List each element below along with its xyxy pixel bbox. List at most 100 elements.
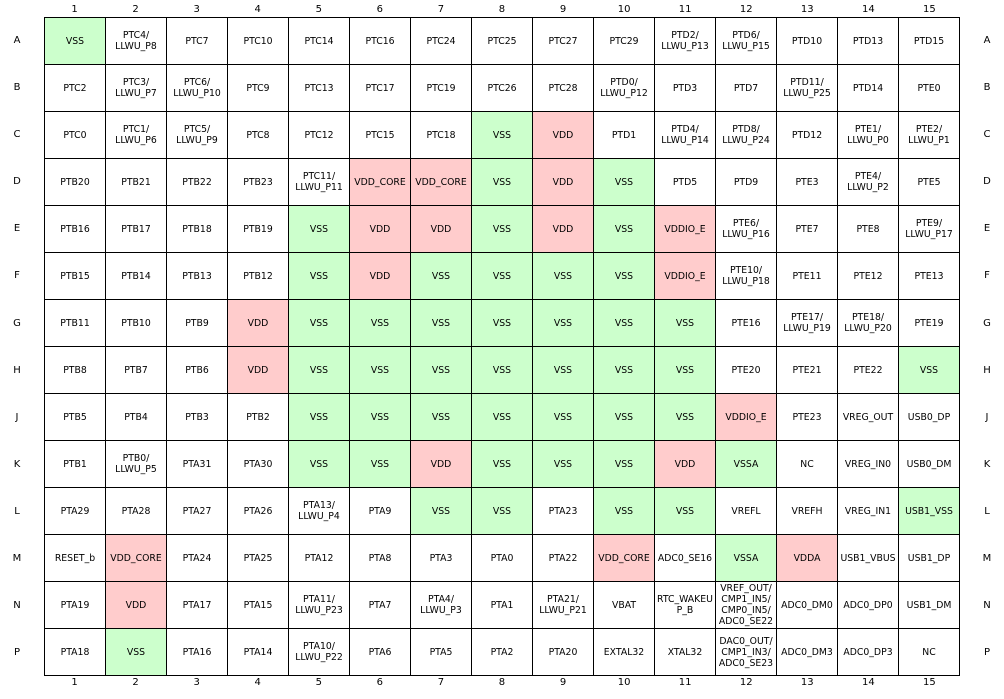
pin-cell: PTD7 [716,65,777,112]
pin-cell: PTC17 [350,65,411,112]
pin-cell: PTB1 [45,441,106,488]
pin-cell: VDD [228,347,289,394]
column-label: 15 [923,4,936,15]
pin-cell: VSS [411,488,472,535]
pin-cell: VDDIO_E [716,394,777,441]
pin-cell: VSS [472,488,533,535]
row-label: E [983,223,991,235]
pin-cell: PTE10/ LLWU_P18 [716,253,777,300]
pin-cell: VSS [533,441,594,488]
pin-cell: USB1_VSS [899,488,960,535]
pin-cell: PTE2/ LLWU_P1 [899,112,960,159]
row-label: L [984,505,990,517]
pin-cell: VSS [350,300,411,347]
pin-cell: PTA29 [45,488,106,535]
pin-cell: PTD8/ LLWU_P24 [716,112,777,159]
pin-cell: ADC0_DM3 [777,629,838,676]
pin-cell: VSS [594,300,655,347]
pin-cell: PTA20 [533,629,594,676]
row-label: K [983,458,991,470]
pin-cell: PTA21/ LLWU_P21 [533,582,594,629]
row-label: H [983,364,991,376]
pin-cell: PTB13 [167,253,228,300]
column-labels-top: 1 2 3 4 5 6 7 8 9 10 11 12 13 14 15 [44,3,960,17]
pin-cell: VSS [289,253,350,300]
pin-cell: PTD12 [777,112,838,159]
row-label: F [14,270,20,282]
column-label: 2 [132,4,139,15]
column-label: 15 [923,677,936,688]
pin-cell: VDD [533,159,594,206]
pin-cell: PTC9 [228,65,289,112]
pin-cell: PTA9 [350,488,411,535]
pin-cell: VREFL [716,488,777,535]
pin-cell: VSS [594,488,655,535]
column-label: 1 [71,4,78,15]
row-label: N [13,599,21,611]
pin-cell: PTC14 [289,18,350,65]
pin-cell: PTB19 [228,206,289,253]
pin-cell: PTC8 [228,112,289,159]
row-label: C [983,129,991,141]
pin-cell: PTC15 [350,112,411,159]
column-label: 4 [254,4,261,15]
pin-cell: PTD2/ LLWU_P13 [655,18,716,65]
pin-cell: VSS [472,394,533,441]
pin-cell: PTC25 [472,18,533,65]
pin-cell: PTA16 [167,629,228,676]
pin-cell: VDD_CORE [350,159,411,206]
pin-cell: PTA14 [228,629,289,676]
pin-cell: VSS [411,394,472,441]
pin-cell: PTC0 [45,112,106,159]
row-label: P [983,647,991,659]
pin-cell: VDDIO_E [655,206,716,253]
column-label: 11 [678,677,692,688]
column-label: 6 [376,4,384,15]
pin-cell: PTA22 [533,535,594,582]
pin-cell: VREF_OUT/ CMP1_IN5/ CMP0_IN5/ ADC0_SE22 [716,582,777,629]
pin-cell: PTA11/ LLWU_P23 [289,582,350,629]
pin-cell: VSS [655,347,716,394]
pin-cell: PTC11/ LLWU_P11 [289,159,350,206]
pin-cell: PTC7 [167,18,228,65]
pin-cell: VSS [655,394,716,441]
pin-cell: VSS [289,347,350,394]
pin-cell: VDD_CORE [106,535,167,582]
pin-cell: DAC0_OUT/ CMP1_IN3/ ADC0_SE23 [716,629,777,676]
pin-cell: PTE3 [777,159,838,206]
pin-cell: PTE21 [777,347,838,394]
column-label: 9 [559,677,567,688]
pin-cell: PTC6/ LLWU_P10 [167,65,228,112]
pin-cell: PTD11/ LLWU_P25 [777,65,838,112]
pin-cell: PTA13/ LLWU_P4 [289,488,350,535]
pin-cell: USB0_DP [899,394,960,441]
pin-cell: PTA3 [411,535,472,582]
pin-cell: VSS [350,347,411,394]
pin-cell: VDDIO_E [655,253,716,300]
column-label: 3 [193,4,200,15]
column-label: 14 [861,4,875,15]
pin-cell: VSS [472,159,533,206]
pin-cell: VDD [350,206,411,253]
pin-cell: PTC19 [411,65,472,112]
row-label: P [13,647,21,659]
pin-cell: PTC28 [533,65,594,112]
row-label: D [983,176,991,188]
row-label: L [14,505,20,517]
pin-cell: VSS [289,300,350,347]
pin-cell: PTE20 [716,347,777,394]
pin-cell: PTC12 [289,112,350,159]
pin-cell: PTE17/ LLWU_P19 [777,300,838,347]
pin-cell: NC [899,629,960,676]
column-label: 11 [678,4,692,15]
pin-cell: VREFH [777,488,838,535]
pin-cell: EXTAL32 [594,629,655,676]
pin-cell: ADC0_DM0 [777,582,838,629]
pin-cell: PTD4/ LLWU_P14 [655,112,716,159]
pin-cell: PTE8 [838,206,899,253]
row-label: J [985,411,989,423]
column-label: 4 [254,677,261,688]
pin-cell: VSS [655,488,716,535]
pin-cell: RESET_b [45,535,106,582]
pin-cell: VDD [228,300,289,347]
